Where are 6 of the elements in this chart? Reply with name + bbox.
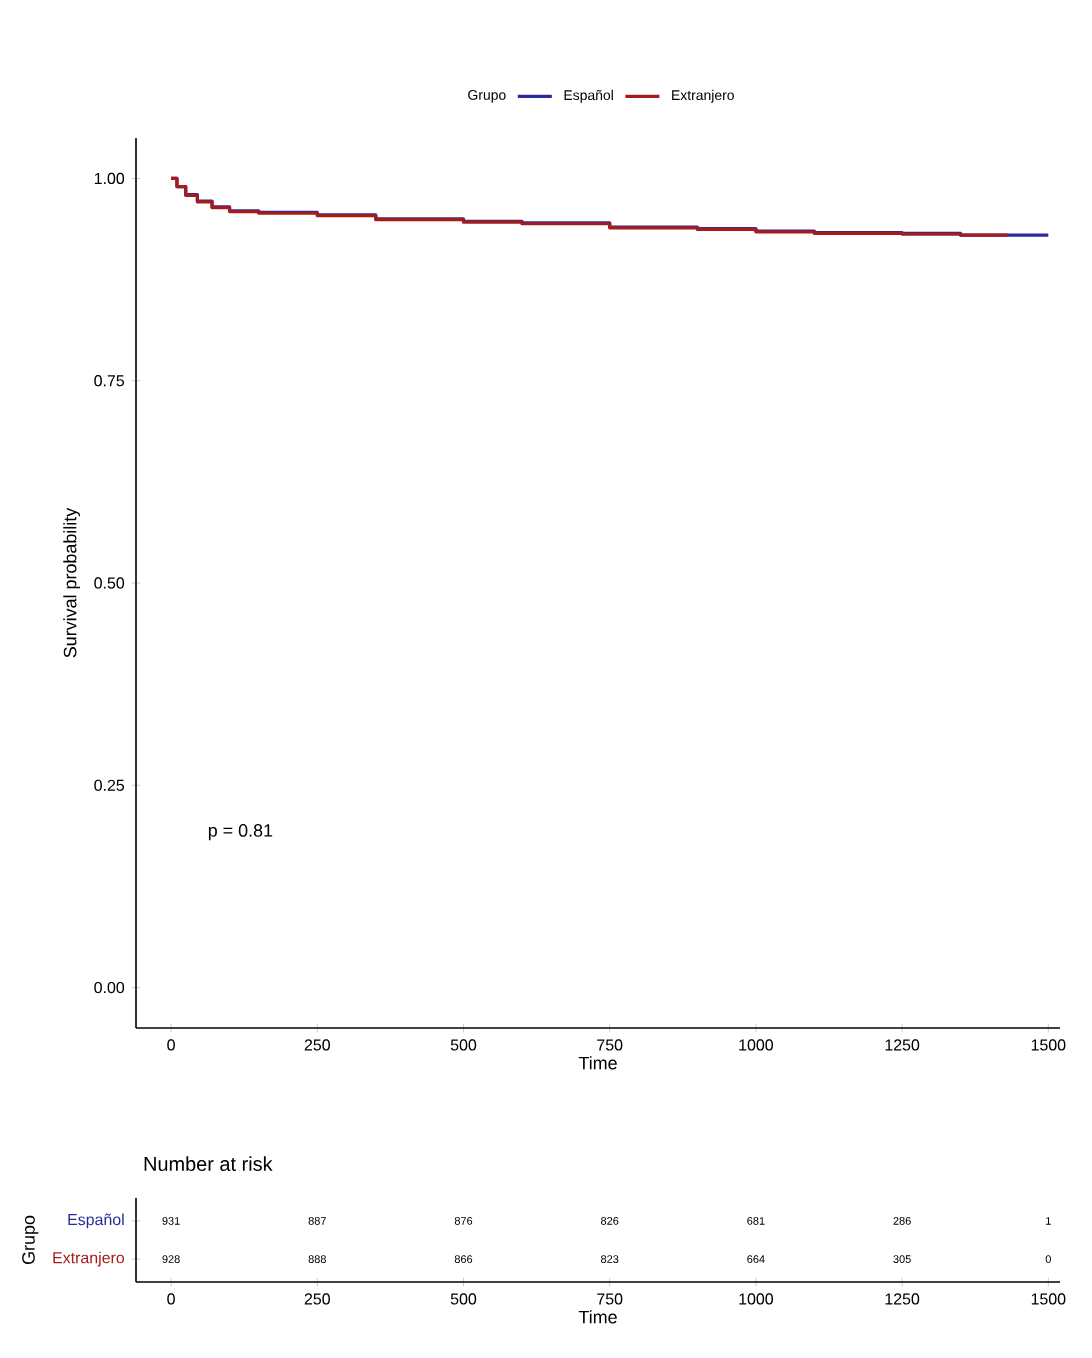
x-axis-title: Time [578,1310,617,1324]
chart-title: Number at risk [144,1156,273,1171]
x-axis-title: Time [578,1056,617,1070]
annotation: p = 0.81 [208,824,273,841]
y-axis-title: Survival probability [63,507,80,658]
y-axis-title: Grupo [22,1215,39,1265]
